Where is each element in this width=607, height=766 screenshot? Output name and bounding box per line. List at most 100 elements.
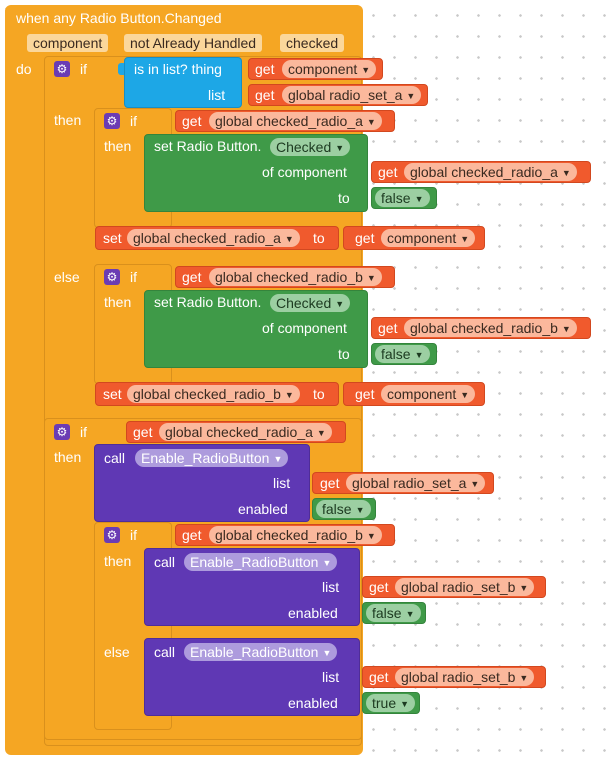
chevron-down-icon: ▼: [366, 117, 376, 127]
param-checked[interactable]: checked: [280, 34, 345, 52]
chevron-down-icon: ▼: [414, 194, 424, 204]
chevron-down-icon: ▼: [284, 234, 294, 244]
gear-icon[interactable]: ⚙: [54, 424, 70, 440]
call-label: call: [104, 450, 126, 466]
then-label: then: [54, 449, 82, 465]
get-label: get: [369, 579, 389, 595]
procedure-dropdown[interactable]: Enable_RadioButton ▼: [135, 449, 289, 467]
gear-icon[interactable]: ⚙: [54, 61, 70, 77]
bool-dropdown-false[interactable]: false ▼: [316, 500, 371, 518]
call-label: call: [154, 644, 176, 660]
property-dropdown-checked[interactable]: Checked ▼: [270, 138, 351, 156]
var-dropdown-checked-a-3[interactable]: global checked_radio_a ▼: [127, 229, 300, 247]
get-label: get: [182, 113, 202, 129]
list-label: list: [273, 475, 291, 491]
get-label: get: [355, 230, 375, 246]
gear-icon[interactable]: ⚙: [104, 527, 120, 543]
param-component[interactable]: component: [27, 34, 109, 52]
to-label: to: [313, 386, 325, 402]
do-label: do: [16, 61, 32, 77]
else-label: else: [104, 644, 130, 660]
to-label: to: [338, 346, 350, 362]
list-label: list: [322, 669, 340, 685]
var-dropdown-checked-a[interactable]: global checked_radio_a ▼: [209, 112, 382, 130]
connector-tab: [118, 63, 124, 75]
var-dropdown-radio-set-b[interactable]: global radio_set_b ▼: [395, 578, 535, 596]
chevron-down-icon: ▼: [414, 350, 424, 360]
get-label: get: [255, 87, 275, 103]
param-not-already-handled[interactable]: not Already Handled: [124, 34, 263, 52]
is-in-list-label: is in list? thing: [134, 61, 222, 77]
get-label: get: [320, 475, 340, 491]
set-radio-button-label: set Radio Button.: [154, 138, 262, 154]
chevron-down-icon: ▼: [405, 609, 415, 619]
then-label: then: [54, 112, 82, 128]
get-label: get: [182, 527, 202, 543]
property-dropdown-checked[interactable]: Checked ▼: [270, 294, 351, 312]
then-label: then: [104, 138, 132, 154]
chevron-down-icon: ▼: [470, 479, 480, 489]
gear-icon[interactable]: ⚙: [104, 269, 120, 285]
procedure-dropdown[interactable]: Enable_RadioButton ▼: [184, 553, 338, 571]
chevron-down-icon: ▼: [366, 531, 376, 541]
if-label: if: [130, 269, 137, 285]
bool-dropdown-false[interactable]: false ▼: [366, 604, 421, 622]
get-label: get: [355, 386, 375, 402]
var-dropdown-checked-b-2[interactable]: global checked_radio_b ▼: [404, 319, 577, 337]
var-dropdown-radio-set-a[interactable]: global radio_set_a ▼: [282, 86, 422, 104]
chevron-down-icon: ▼: [460, 390, 470, 400]
enabled-label: enabled: [288, 695, 338, 711]
var-dropdown-component[interactable]: component ▼: [282, 60, 377, 78]
var-dropdown-checked-b-3[interactable]: global checked_radio_b ▼: [127, 385, 300, 403]
get-label: get: [255, 61, 275, 77]
chevron-down-icon: ▼: [400, 699, 410, 709]
chevron-down-icon: ▼: [335, 143, 345, 153]
bool-dropdown-true[interactable]: true ▼: [366, 694, 416, 712]
set-label: set: [103, 230, 122, 246]
if-label: if: [130, 527, 137, 543]
var-dropdown-component-3[interactable]: component ▼: [381, 385, 476, 403]
chevron-down-icon: ▼: [561, 168, 571, 178]
if-label: if: [130, 113, 137, 129]
bool-dropdown-false[interactable]: false ▼: [375, 189, 430, 207]
if-label: if: [80, 61, 87, 77]
of-component-label: of component: [262, 164, 347, 180]
var-dropdown-radio-set-b-2[interactable]: global radio_set_b ▼: [395, 668, 535, 686]
enabled-label: enabled: [288, 605, 338, 621]
chevron-down-icon: ▼: [284, 390, 294, 400]
get-label: get: [133, 424, 153, 440]
list-label: list: [322, 579, 340, 595]
gear-icon[interactable]: ⚙: [104, 113, 120, 129]
var-dropdown-checked-a-2[interactable]: global checked_radio_a ▼: [404, 163, 577, 181]
get-label: get: [369, 669, 389, 685]
bool-dropdown-false[interactable]: false ▼: [375, 345, 430, 363]
var-dropdown-checked-a-4[interactable]: global checked_radio_a ▼: [159, 423, 332, 441]
var-dropdown-checked-b-4[interactable]: global checked_radio_b ▼: [209, 526, 382, 544]
to-label: to: [338, 190, 350, 206]
list-label: list: [208, 87, 226, 103]
chevron-down-icon: ▼: [361, 65, 371, 75]
chevron-down-icon: ▼: [561, 324, 571, 334]
chevron-down-icon: ▼: [519, 673, 529, 683]
set-label: set: [103, 386, 122, 402]
enabled-label: enabled: [238, 501, 288, 517]
chevron-down-icon: ▼: [519, 583, 529, 593]
call-label: call: [154, 554, 176, 570]
if-label: if: [80, 424, 87, 440]
is-in-list-block[interactable]: [124, 57, 242, 108]
var-dropdown-component-2[interactable]: component ▼: [381, 229, 476, 247]
chevron-down-icon: ▼: [273, 454, 283, 464]
var-dropdown-checked-b[interactable]: global checked_radio_b ▼: [209, 268, 382, 286]
then-label: then: [104, 553, 132, 569]
else-label: else: [54, 269, 80, 285]
chevron-down-icon: ▼: [335, 299, 345, 309]
to-label: to: [313, 230, 325, 246]
set-radio-button-label: set Radio Button.: [154, 294, 262, 310]
procedure-dropdown[interactable]: Enable_RadioButton ▼: [184, 643, 338, 661]
event-title: when any Radio Button.Changed: [16, 10, 222, 26]
chevron-down-icon: ▼: [322, 648, 332, 658]
of-component-label: of component: [262, 320, 347, 336]
var-dropdown-radio-set-a-2[interactable]: global radio_set_a ▼: [346, 474, 486, 492]
get-label: get: [182, 269, 202, 285]
get-label: get: [378, 320, 398, 336]
